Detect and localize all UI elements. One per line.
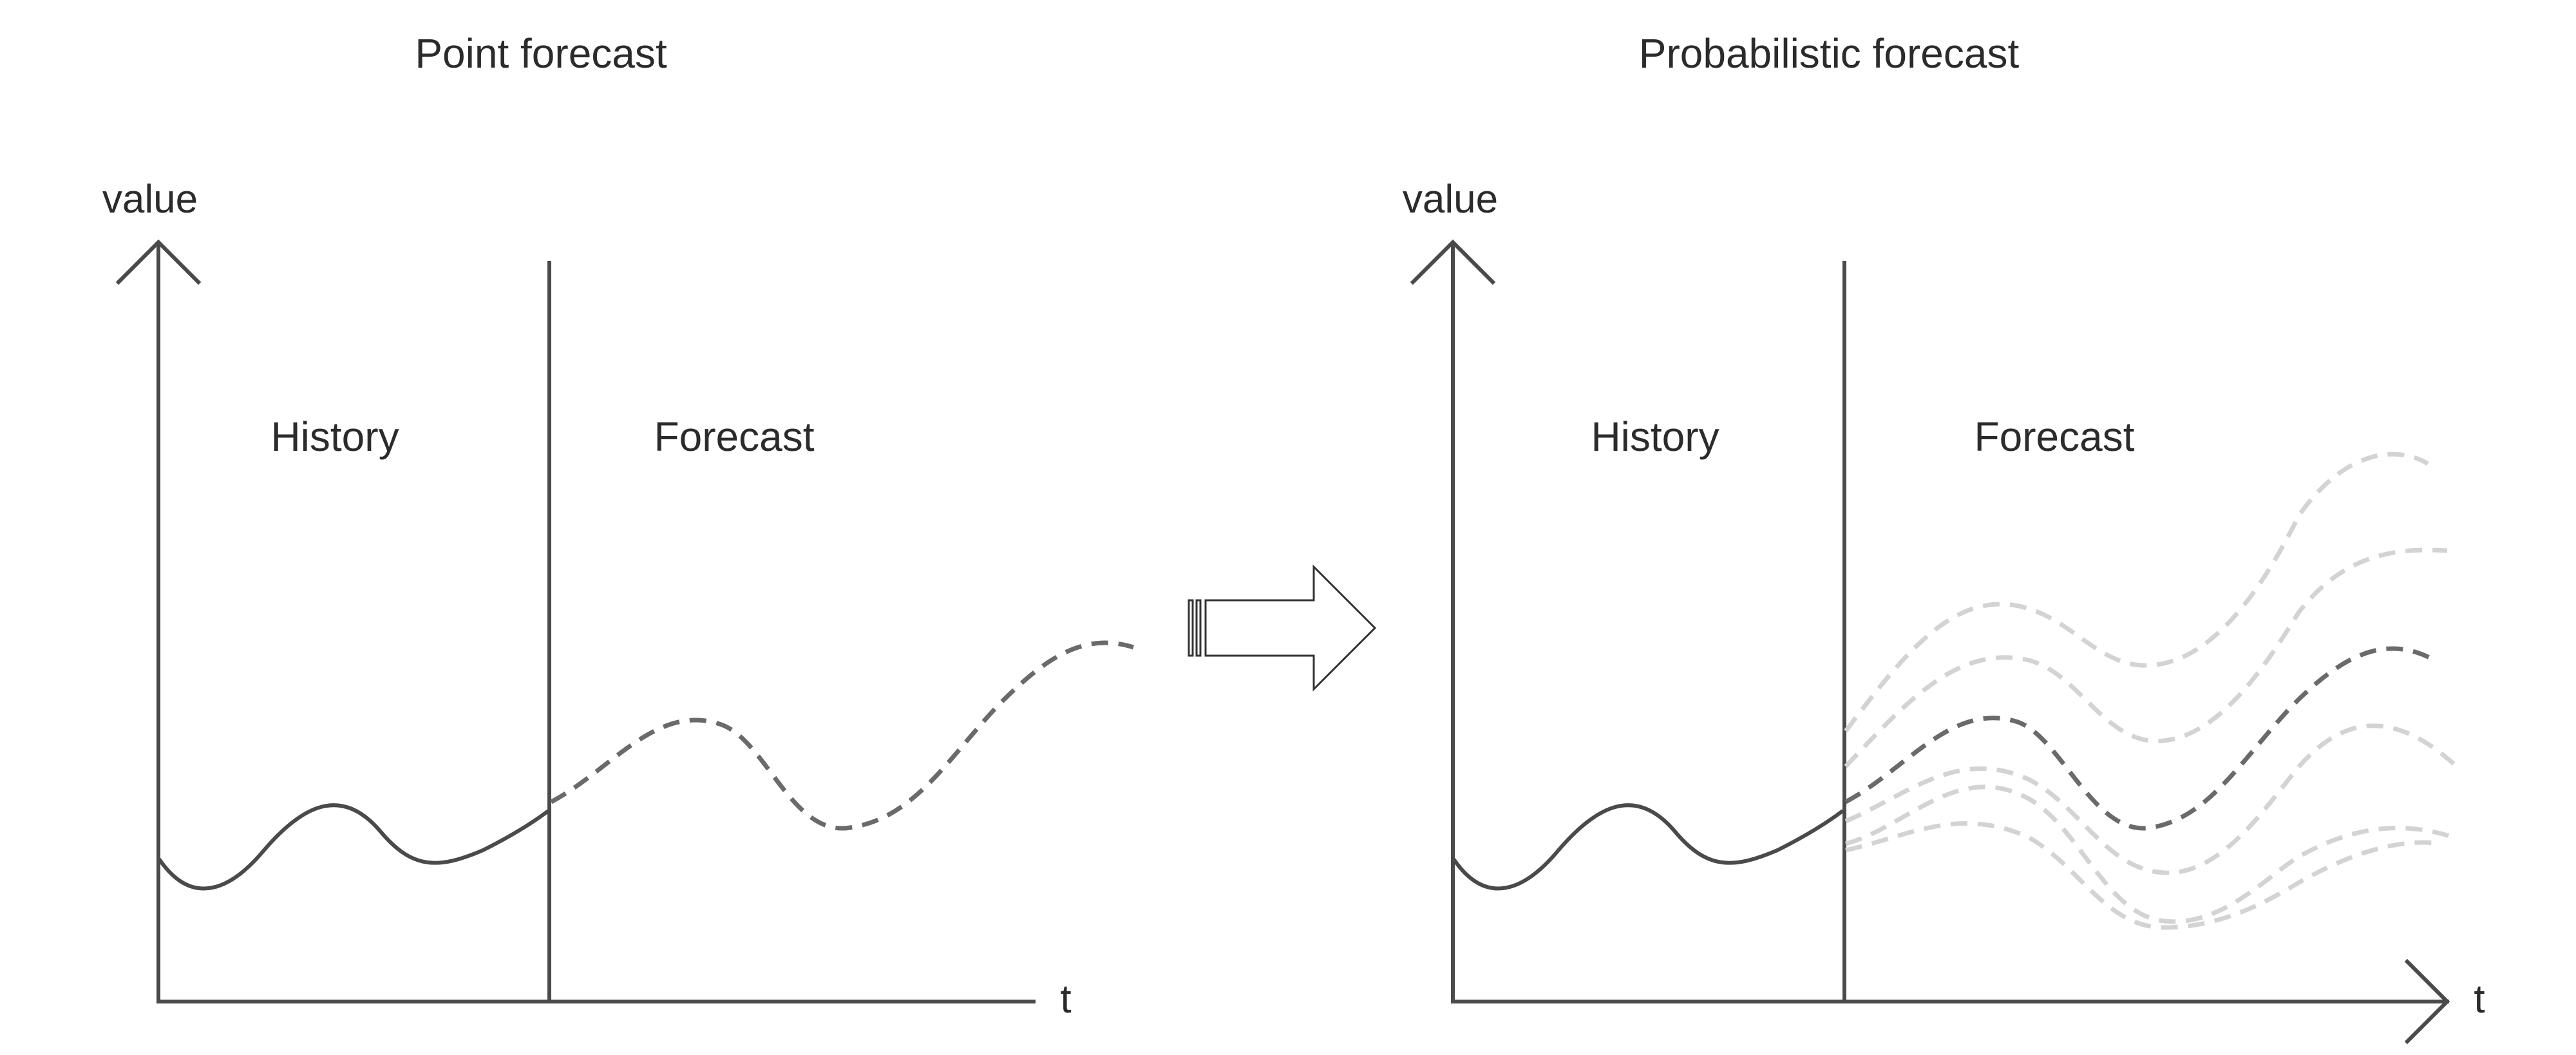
left-x-axis-label: t bbox=[1060, 977, 1071, 1022]
sample-path bbox=[1845, 784, 2455, 924]
probabilistic-forecast-title: Probabilistic forecast bbox=[1639, 30, 2020, 77]
sample-path bbox=[1845, 821, 2441, 930]
right-x-axis bbox=[1451, 958, 2450, 1045]
left-point-forecast-line bbox=[550, 640, 1135, 831]
sample-path bbox=[1844, 451, 2429, 733]
left-y-axis-label: value bbox=[102, 177, 198, 222]
right-y-axis-label: value bbox=[1403, 177, 1498, 222]
right-history-line bbox=[1452, 803, 1844, 891]
right-history-label: History bbox=[1591, 413, 1719, 460]
point-forecast-title: Point forecast bbox=[415, 30, 667, 77]
right-forecast-label: Forecast bbox=[1975, 413, 2135, 460]
left-forecast-label: Forecast bbox=[654, 413, 815, 460]
right-x-axis-label: t bbox=[2474, 977, 2485, 1022]
left-y-axis bbox=[115, 239, 202, 1003]
forecast-sample-paths bbox=[1844, 451, 2462, 930]
point-forecast-panel: Point forecast value t History Forecast bbox=[102, 30, 1135, 1022]
right-y-axis bbox=[1410, 239, 1496, 1003]
left-history-line bbox=[158, 803, 549, 891]
sample-path bbox=[1844, 547, 2448, 768]
left-history-label: History bbox=[270, 413, 399, 460]
sample-path bbox=[1844, 723, 2462, 875]
probabilistic-forecast-panel: Probabilistic forecast value t History F… bbox=[1403, 30, 2485, 1045]
right-arrow-icon bbox=[1188, 564, 1377, 692]
